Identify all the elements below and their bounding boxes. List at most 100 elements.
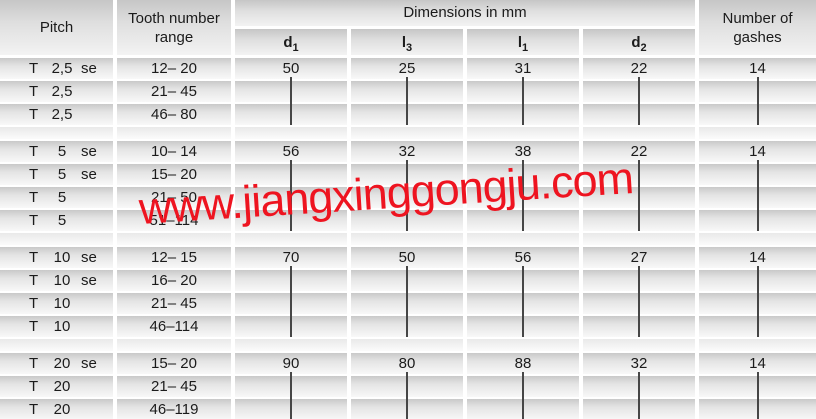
tooth-range-cell: 51–114	[117, 210, 231, 231]
table-row: T 2,5 46– 80	[0, 100, 816, 125]
gashes-cell	[699, 395, 816, 419]
table-row: T 20 46–119	[0, 395, 816, 419]
d2-cell	[583, 395, 695, 419]
l3-cell	[351, 183, 463, 208]
header-gashes: Number of gashes	[699, 0, 816, 55]
d2-cell	[583, 160, 695, 185]
ditto-mark	[756, 77, 759, 102]
d2-cell: 32	[583, 353, 695, 374]
tooth-range-cell: 21– 50	[117, 187, 231, 208]
spacer-cell	[699, 339, 816, 351]
ditto-mark	[522, 395, 524, 419]
d2-cell	[583, 372, 695, 397]
ditto-mark	[638, 289, 640, 314]
dim-symbol: l	[517, 34, 523, 51]
l3-cell: 32	[351, 141, 463, 162]
l1-cell: 31	[467, 58, 579, 79]
table-row: T 5 se 15– 20	[0, 160, 816, 185]
pitch-letter: T	[29, 401, 39, 418]
tooth-range-cell: 46–114	[117, 316, 231, 337]
tooth-range-cell: 21– 45	[117, 376, 231, 397]
header-dimensions-group: Dimensions in mm d1 l3 l1 d2	[235, 0, 695, 55]
spacer-cell	[235, 127, 347, 139]
gashes-cell: 14	[699, 353, 816, 374]
ditto-mark	[522, 266, 524, 291]
ditto-mark	[522, 372, 524, 397]
gashes-cell	[699, 266, 816, 291]
pitch-letter: T	[29, 83, 39, 100]
pitch-value: 10	[53, 272, 71, 289]
spacer-cell	[467, 339, 579, 351]
pitch-cell: T 2,5	[0, 81, 113, 102]
pitch-letter: T	[29, 60, 39, 77]
l1-cell	[467, 266, 579, 291]
pitch-letter: T	[29, 378, 39, 395]
pitch-se-flag: se	[81, 249, 97, 266]
table-body: T 2,5 se 12– 20 50 25 31 22 14 T 2,5 21–…	[0, 58, 816, 419]
l1-cell	[467, 77, 579, 102]
ditto-mark	[290, 266, 292, 291]
l1-cell	[467, 160, 579, 185]
ditto-mark	[522, 206, 524, 231]
tooth-range-cell: 15– 20	[117, 164, 231, 185]
ditto-mark	[406, 206, 408, 231]
ditto-mark	[756, 289, 759, 314]
gashes-cell: 14	[699, 58, 816, 79]
dim-subscript: 2	[640, 42, 647, 54]
ditto-mark	[406, 289, 408, 314]
spacer-cell	[583, 127, 695, 139]
header-pitch: Pitch	[0, 0, 113, 55]
tooth-range-cell: 21– 45	[117, 293, 231, 314]
l3-cell	[351, 206, 463, 231]
l3-cell: 80	[351, 353, 463, 374]
ditto-mark	[290, 289, 292, 314]
table-row: T 10 se 16– 20	[0, 266, 816, 291]
tooth-range-cell: 12– 15	[117, 247, 231, 268]
l1-cell	[467, 183, 579, 208]
d1-cell: 70	[235, 247, 347, 268]
spacer-cell	[235, 339, 347, 351]
header-tooth-line1: Tooth number	[128, 9, 220, 27]
dim-symbol: d	[283, 34, 293, 51]
ditto-mark	[522, 100, 524, 125]
gashes-cell	[699, 372, 816, 397]
dim-symbol: l	[401, 34, 407, 51]
l3-cell	[351, 395, 463, 419]
ditto-mark	[290, 77, 292, 102]
header-dim-column: l1	[467, 29, 579, 55]
l1-cell	[467, 206, 579, 231]
pitch-cell: T 5	[0, 187, 113, 208]
pitch-letter: T	[29, 355, 39, 372]
d1-cell: 56	[235, 141, 347, 162]
ditto-mark	[522, 160, 524, 185]
tooth-range-cell: 10– 14	[117, 141, 231, 162]
l3-cell: 50	[351, 247, 463, 268]
ditto-mark	[638, 160, 640, 185]
header-dim-column: l3	[351, 29, 463, 55]
spacer-cell	[117, 233, 231, 245]
d2-cell	[583, 100, 695, 125]
spacer-cell	[351, 127, 463, 139]
ditto-mark	[290, 395, 292, 419]
pitch-cell: T 20	[0, 376, 113, 397]
pitch-value: 10	[53, 249, 71, 266]
pitch-se-flag: se	[81, 166, 97, 183]
pitch-cell: T 20	[0, 399, 113, 419]
header-pitch-label: Pitch	[39, 19, 74, 36]
ditto-mark	[638, 395, 640, 419]
pitch-cell: T 10	[0, 316, 113, 337]
l3-cell	[351, 77, 463, 102]
pitch-value: 20	[53, 355, 71, 372]
section-spacer	[0, 339, 816, 351]
pitch-value: 20	[53, 378, 71, 395]
pitch-cell: T 20 se	[0, 353, 113, 374]
l3-cell	[351, 266, 463, 291]
ditto-mark	[290, 100, 292, 125]
tooth-range-cell: 16– 20	[117, 270, 231, 291]
pitch-se-flag: se	[81, 355, 97, 372]
spacer-cell	[467, 233, 579, 245]
ditto-mark	[756, 183, 759, 208]
gashes-cell	[699, 77, 816, 102]
header-dim-column: d2	[583, 29, 695, 55]
gashes-cell	[699, 100, 816, 125]
